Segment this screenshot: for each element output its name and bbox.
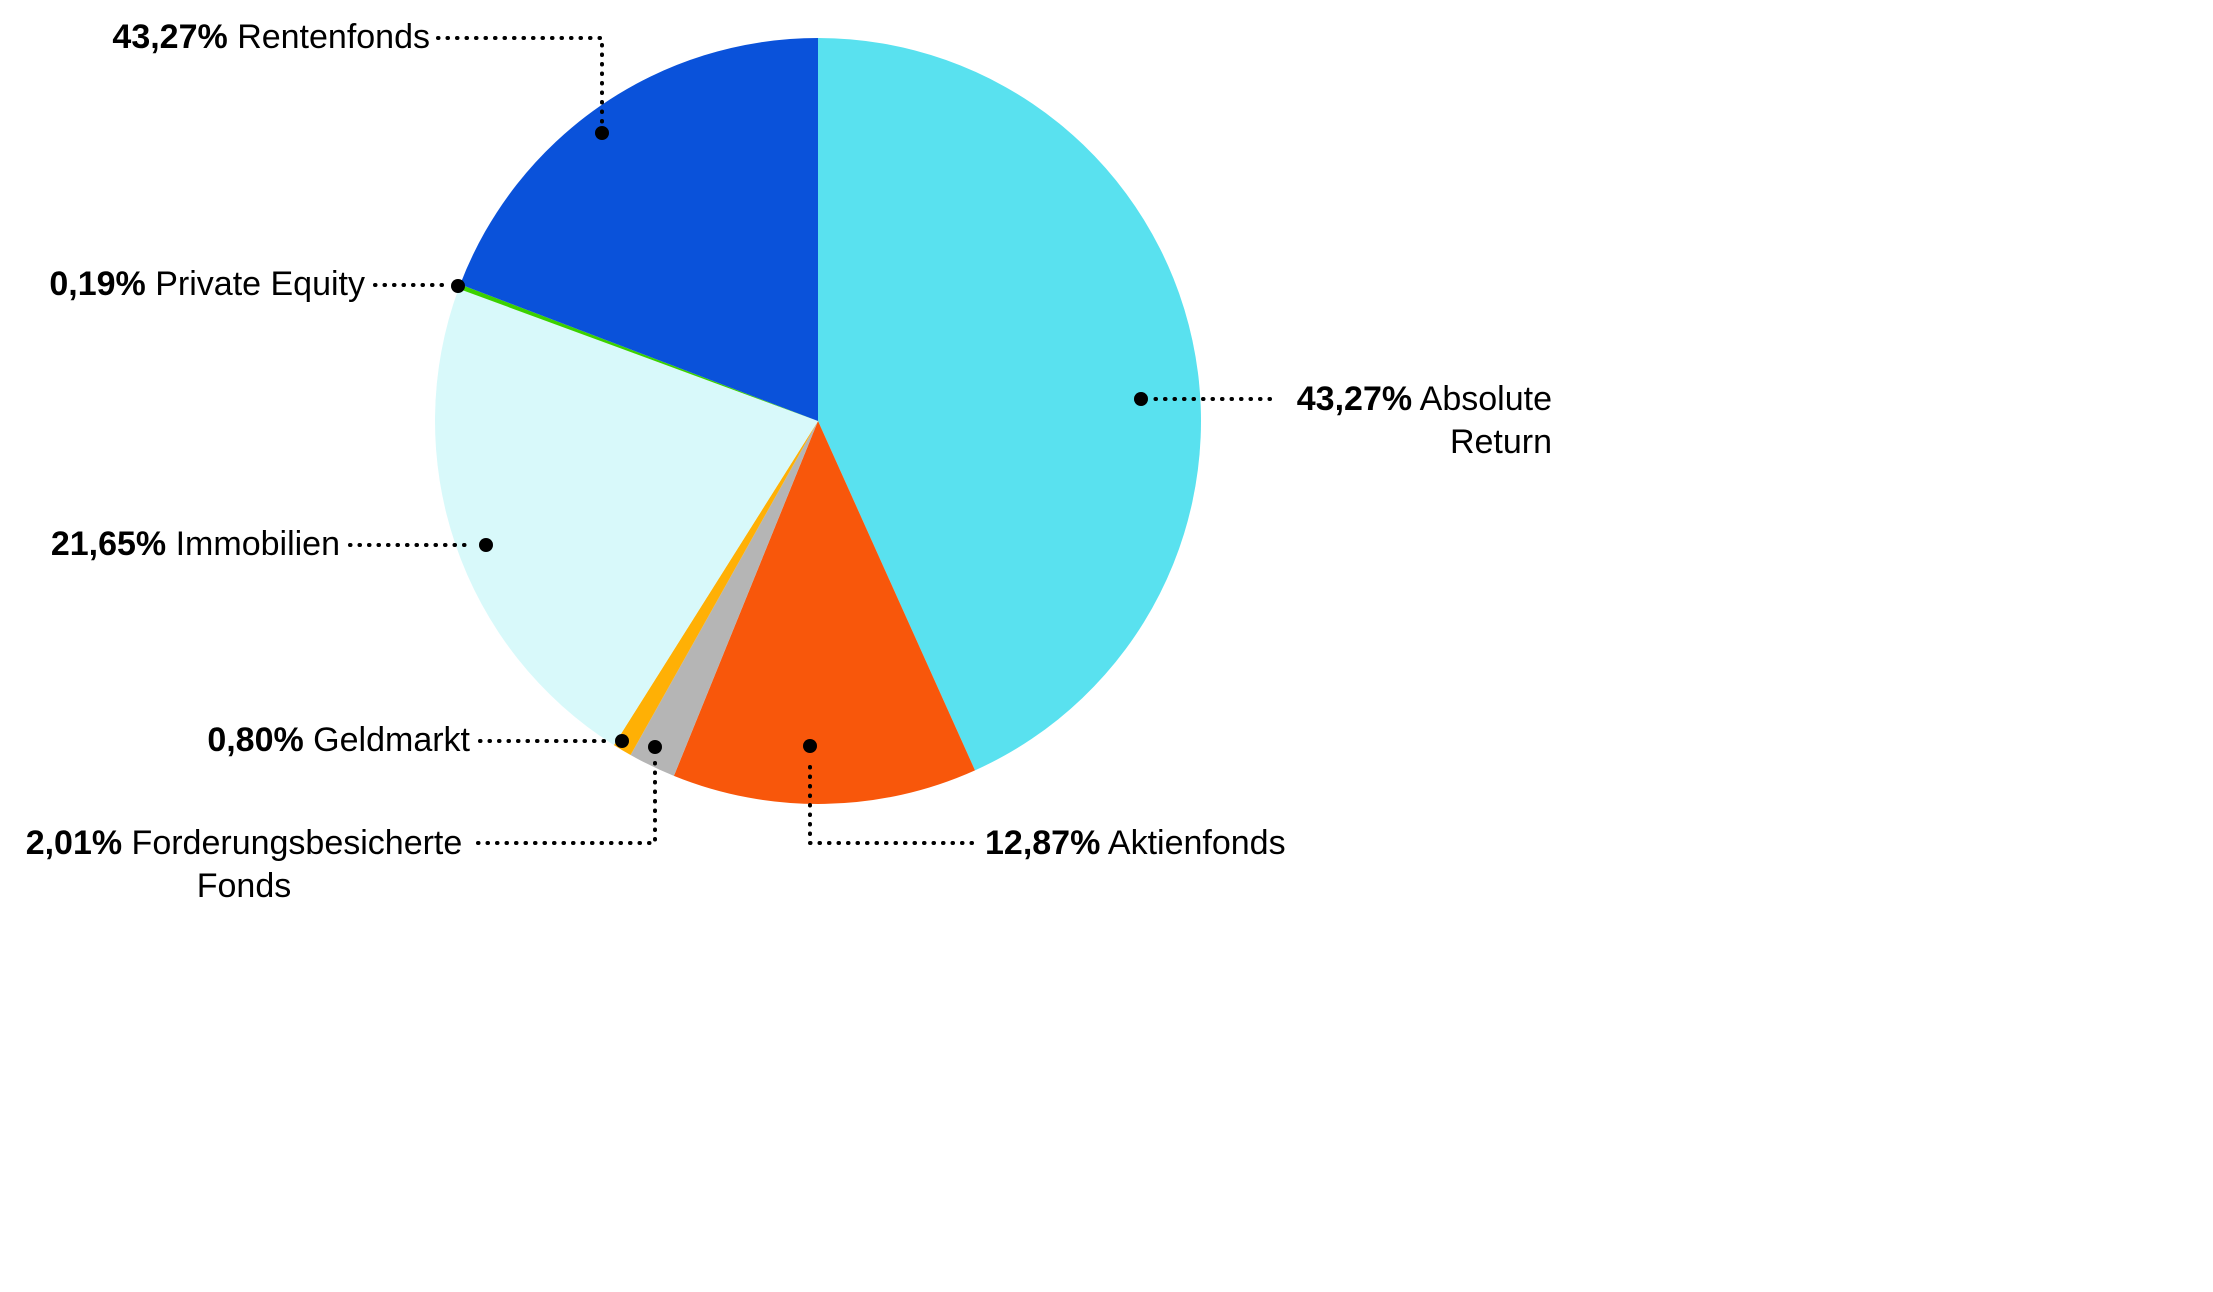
label-aktienfonds-pct: 12,87% xyxy=(985,824,1101,862)
dot-absolute-return xyxy=(1134,392,1148,406)
label-immobilien-pct: 21,65% xyxy=(50,525,167,563)
label-rentenfonds-name: Rentenfonds xyxy=(237,18,430,56)
label-private-equity: 0,19% Private Equity xyxy=(40,263,365,306)
pie-slice-absolute-return xyxy=(818,38,1201,771)
pie-slice-aktienfonds xyxy=(673,421,975,804)
dot-immobilien xyxy=(479,538,493,552)
pie-slice-immobilien xyxy=(435,288,818,746)
label-absolute-return-name: Absolute Return xyxy=(1419,380,1552,461)
label-geldmarkt: 0,80% Geldmarkt xyxy=(60,719,470,762)
label-aktienfonds: 12,87% Aktienfonds xyxy=(985,822,1286,865)
label-geldmarkt-pct: 0,80% xyxy=(207,721,304,759)
dot-forderungsbesicherte-fonds xyxy=(648,740,662,754)
label-aktienfonds-name: Aktienfonds xyxy=(1107,824,1286,862)
label-private-equity-name: Private Equity xyxy=(155,265,365,303)
leader-forderungsbesicherte-fonds xyxy=(476,758,657,845)
label-forderungsbesicherte-fonds-pct: 2,01% xyxy=(25,824,123,862)
label-absolute-return-pct: 43,27% xyxy=(1296,380,1413,418)
leader-rentenfonds xyxy=(436,36,604,124)
label-rentenfonds-pct: 43,27% xyxy=(112,18,228,56)
label-forderungsbesicherte-fonds: 2,01% Forderungsbesicherte Fonds xyxy=(20,822,468,908)
label-immobilien: 21,65% Immobilien xyxy=(40,523,340,566)
pie-slice-geldmarkt xyxy=(613,421,818,755)
pie-slice-rentenfonds xyxy=(460,38,818,421)
leader-aktienfonds xyxy=(808,757,974,845)
label-absolute-return: 43,27% Absolute Return xyxy=(1280,378,1552,464)
dot-private-equity xyxy=(451,279,465,293)
label-private-equity-pct: 0,19% xyxy=(49,265,146,303)
dot-aktienfonds xyxy=(803,739,817,753)
dot-rentenfonds xyxy=(595,126,609,140)
dot-geldmarkt xyxy=(615,734,629,748)
label-geldmarkt-name: Geldmarkt xyxy=(313,721,470,759)
pie-slice-private-equity xyxy=(458,284,818,421)
pie-slices xyxy=(435,38,1201,804)
pie-slice-forderungsbesicherte-fonds xyxy=(630,421,818,776)
label-forderungsbesicherte-fonds-name: Forderungsbesicherte Fonds xyxy=(131,824,463,905)
label-immobilien-name: Immobilien xyxy=(175,525,340,563)
label-rentenfonds: 43,27% Rentenfonds xyxy=(60,16,430,59)
